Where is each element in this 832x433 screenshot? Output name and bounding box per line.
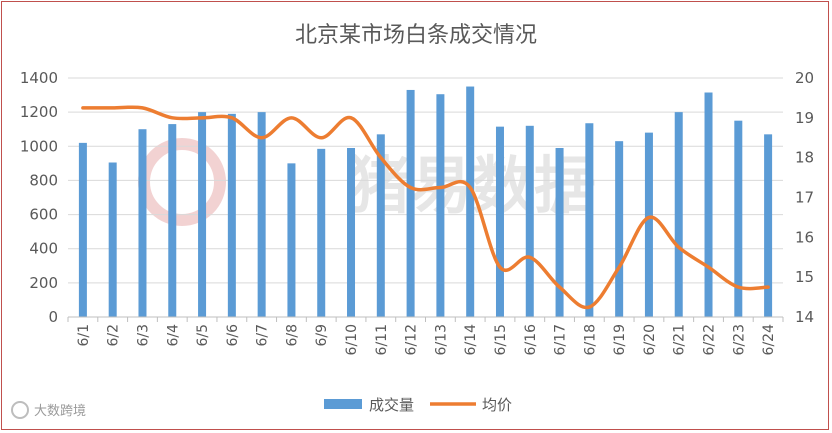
bar-series (78, 86, 773, 318)
line-series (81, 105, 770, 310)
x-tick-label: 6/24 (761, 324, 777, 356)
x-tick-label: 6/13 (433, 324, 449, 355)
x-tick-label: 6/1 (76, 324, 92, 347)
y-axis-left: 0 200 400 600 800 1000 1200 1400 (20, 69, 58, 326)
watermark-logo-ring (138, 138, 226, 226)
x-tick-label: 6/9 (314, 324, 330, 347)
bar (764, 134, 773, 317)
bar (406, 89, 415, 317)
y-left-tick-label: 200 (29, 274, 58, 292)
bar (674, 112, 683, 318)
x-tick-label: 6/10 (344, 324, 360, 355)
x-tick-label: 6/2 (106, 324, 122, 347)
x-tick-label: 6/21 (672, 324, 688, 355)
bar (495, 126, 504, 318)
bar (168, 124, 177, 317)
y-right-tick-label: 20 (795, 69, 814, 87)
brand-text: 大数跨境 (34, 404, 86, 419)
bar (615, 141, 624, 317)
x-tick-label: 6/7 (255, 324, 271, 347)
x-tick-label: 6/8 (284, 324, 300, 347)
bar (198, 112, 207, 318)
legend-bar-swatch (324, 399, 362, 409)
bar (585, 123, 594, 317)
bar (525, 125, 534, 317)
y-left-tick-label: 0 (48, 308, 58, 326)
bar (436, 94, 445, 317)
y-right-tick-label: 16 (795, 228, 814, 246)
x-tick-label: 6/14 (463, 324, 479, 356)
bar (317, 148, 326, 317)
bar (644, 132, 653, 317)
bar (704, 92, 713, 317)
y-axis-right: 14 15 16 17 18 19 20 (795, 69, 814, 326)
bar (108, 162, 117, 317)
x-tick-label: 6/5 (195, 324, 211, 347)
y-left-tick-label: 1200 (20, 103, 58, 121)
y-left-tick-label: 1400 (20, 69, 58, 87)
bar (257, 112, 266, 318)
y-right-tick-label: 14 (795, 308, 814, 326)
y-left-tick-label: 800 (29, 171, 58, 189)
bar (466, 86, 475, 318)
x-tick-label: 6/3 (135, 324, 151, 347)
bar (347, 147, 356, 317)
x-tick-label: 6/22 (702, 324, 718, 355)
y-right-tick-label: 18 (795, 149, 814, 167)
chart-title: 北京某市场白条成交情况 (295, 23, 537, 48)
bar (734, 120, 743, 317)
bar (376, 134, 385, 317)
x-axis: 6/1 6/2 6/3 6/4 6/5 6/6 6/7 6/8 6/9 6/10 6/11 6/12 6… (67, 316, 784, 356)
bar (78, 142, 87, 317)
x-tick-label: 6/4 (165, 324, 181, 347)
price-line (81, 105, 770, 310)
x-tick-label: 6/17 (553, 324, 569, 355)
bar (287, 163, 296, 317)
x-tick-label: 6/6 (225, 324, 241, 347)
brand-logo-icon (11, 401, 29, 419)
y-right-tick-label: 19 (795, 109, 814, 127)
x-tick-label: 6/18 (582, 324, 598, 355)
x-tick-label: 6/11 (374, 324, 390, 355)
legend-line-label: 均价 (482, 396, 512, 414)
y-left-tick-label: 400 (29, 240, 58, 258)
legend-bar-label: 成交量 (369, 396, 414, 414)
x-tick-label: 6/20 (642, 324, 658, 355)
y-left-tick-label: 600 (29, 206, 58, 224)
x-tick-label: 6/12 (404, 324, 420, 355)
bar (227, 113, 236, 317)
x-tick-label: 6/23 (731, 324, 747, 355)
y-left-tick-label: 1000 (20, 137, 58, 155)
bar (138, 129, 147, 317)
y-right-tick-label: 15 (795, 268, 814, 286)
legend: 成交量 均价 (324, 396, 512, 414)
bar (555, 147, 564, 317)
x-tick-label: 6/15 (493, 324, 509, 355)
x-tick-label: 6/19 (612, 324, 628, 355)
y-right-tick-label: 17 (795, 189, 814, 207)
footer-brand: 大数跨境 (11, 401, 86, 419)
x-tick-label: 6/16 (523, 324, 539, 356)
